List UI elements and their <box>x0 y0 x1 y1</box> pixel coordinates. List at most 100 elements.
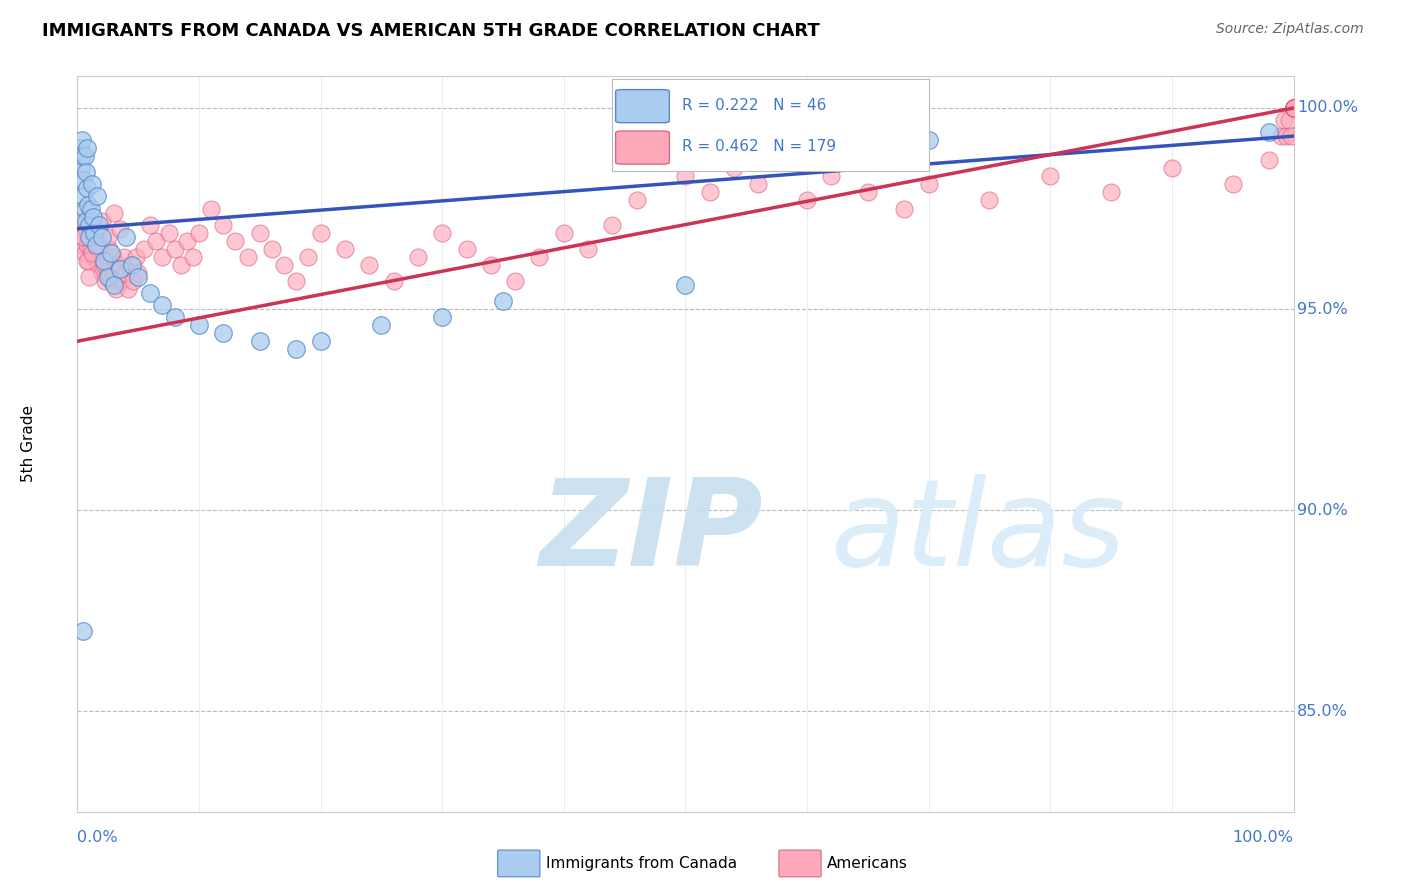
Point <box>97 266 120 280</box>
Point <box>96 250 118 264</box>
Point <box>1282 101 1305 115</box>
Point <box>70 213 93 227</box>
Point <box>1161 161 1184 176</box>
Point <box>1282 101 1305 115</box>
Point <box>79 229 101 244</box>
Point <box>529 250 551 264</box>
Point <box>100 245 122 260</box>
Point <box>796 194 818 208</box>
Point <box>93 253 115 268</box>
Point <box>1282 101 1305 115</box>
Point <box>82 234 104 248</box>
Point <box>1282 101 1305 115</box>
Point <box>479 258 502 272</box>
Point <box>110 274 132 288</box>
Point <box>1282 101 1305 115</box>
Point <box>83 250 105 264</box>
Point <box>1275 129 1298 144</box>
Point <box>1282 101 1305 115</box>
Point <box>80 218 103 232</box>
Text: Source: ZipAtlas.com: Source: ZipAtlas.com <box>1216 22 1364 37</box>
Point <box>1282 101 1305 115</box>
Point <box>73 245 96 260</box>
Point <box>134 242 156 256</box>
Point <box>75 213 97 227</box>
Point <box>108 261 131 276</box>
Point <box>107 258 129 272</box>
Point <box>1282 101 1305 115</box>
Point <box>456 242 478 256</box>
Point <box>103 277 125 292</box>
Text: 100.0%: 100.0% <box>1298 101 1358 115</box>
Point <box>675 277 697 292</box>
Point <box>86 242 108 256</box>
Point <box>1282 101 1305 115</box>
Point <box>80 178 103 192</box>
Point <box>121 258 143 272</box>
Text: Immigrants from Canada: Immigrants from Canada <box>546 856 737 871</box>
Point <box>1282 101 1305 115</box>
Point <box>1282 101 1305 115</box>
Point <box>127 269 149 284</box>
Point <box>90 229 112 244</box>
Point <box>1282 101 1305 115</box>
Point <box>1282 101 1305 115</box>
Text: R = 0.222   N = 46: R = 0.222 N = 46 <box>682 98 827 112</box>
Point <box>1282 101 1305 115</box>
Point <box>152 250 174 264</box>
Point <box>1282 101 1305 115</box>
Point <box>1282 101 1305 115</box>
Point <box>236 250 259 264</box>
Point <box>249 334 271 349</box>
Point <box>249 226 271 240</box>
Point <box>93 258 115 272</box>
Point <box>69 141 91 155</box>
Point <box>297 250 319 264</box>
Point <box>1282 101 1305 115</box>
Text: 100.0%: 100.0% <box>1233 830 1294 845</box>
Text: 0.0%: 0.0% <box>77 830 118 845</box>
Text: 95.0%: 95.0% <box>1298 301 1348 317</box>
Point <box>115 266 138 280</box>
Point <box>1258 153 1281 168</box>
Point <box>77 253 100 268</box>
Point <box>918 133 941 147</box>
Point <box>492 293 515 308</box>
Point <box>80 202 103 216</box>
Point <box>163 310 186 324</box>
Point <box>1039 169 1062 184</box>
Point <box>1282 101 1305 115</box>
Point <box>87 258 110 272</box>
Point <box>747 178 769 192</box>
Point <box>97 269 120 284</box>
Point <box>1282 101 1305 115</box>
Point <box>1282 101 1305 115</box>
Text: Americans: Americans <box>827 856 908 871</box>
Point <box>1282 101 1305 115</box>
Point <box>80 242 103 256</box>
Point <box>1282 101 1305 115</box>
Point <box>1282 101 1305 115</box>
Point <box>1282 101 1305 115</box>
Point <box>122 274 145 288</box>
Point <box>1099 186 1122 200</box>
Point <box>1282 101 1305 115</box>
Point <box>285 343 308 357</box>
Point <box>273 258 295 272</box>
Point <box>72 229 94 244</box>
Point <box>73 149 96 163</box>
Point <box>1282 101 1305 115</box>
Point <box>1270 129 1292 144</box>
Point <box>1282 101 1305 115</box>
Point <box>73 202 96 216</box>
Point <box>370 318 392 333</box>
Point <box>79 218 101 232</box>
Point <box>1282 101 1305 115</box>
Point <box>89 218 111 232</box>
Point <box>188 318 211 333</box>
Point <box>72 624 94 638</box>
Point <box>76 181 98 195</box>
Point <box>503 274 526 288</box>
Point <box>115 229 138 244</box>
Point <box>139 218 162 232</box>
